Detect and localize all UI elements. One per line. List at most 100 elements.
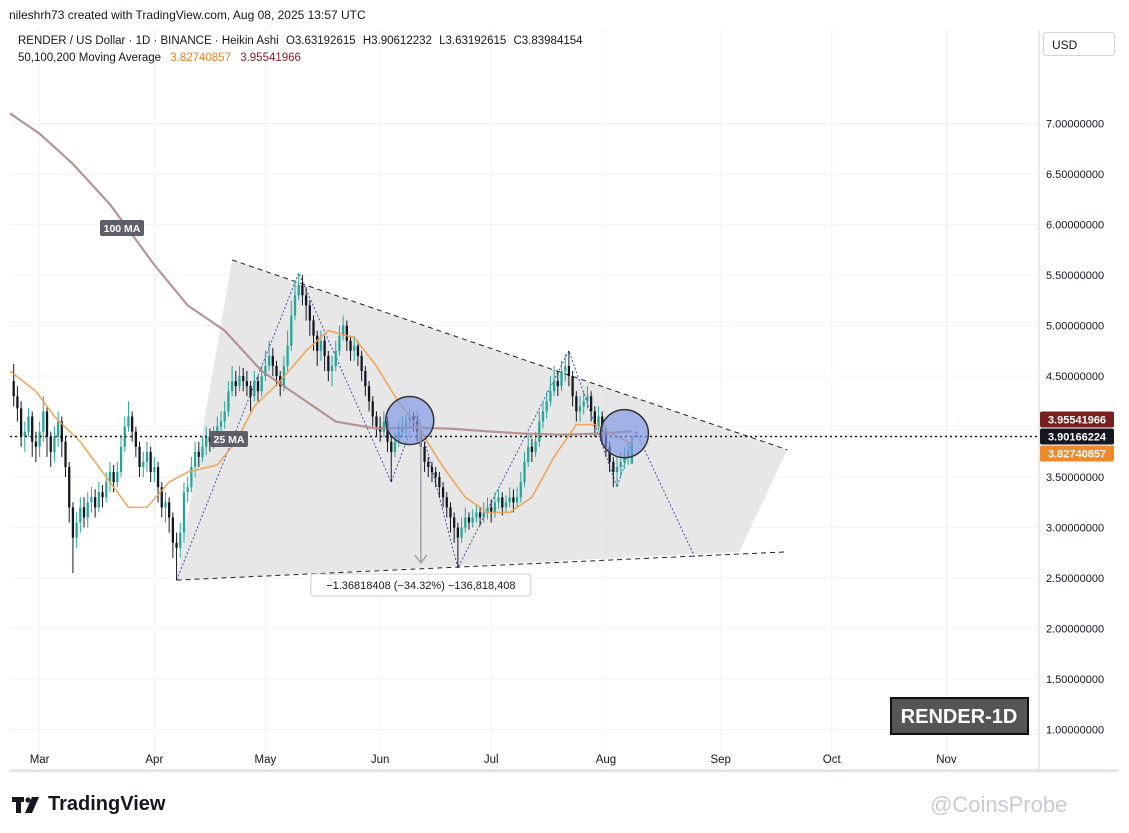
- candle: [316, 330, 319, 366]
- candle-body: [304, 295, 308, 306]
- candle: [552, 365, 556, 397]
- price-tick-label: 5.00000000: [1046, 321, 1104, 333]
- candle: [441, 482, 445, 508]
- candle: [149, 446, 152, 483]
- candle-body: [227, 391, 230, 412]
- candle-body: [471, 517, 474, 523]
- chart-label: RENDER-1D: [890, 697, 1029, 735]
- tradingview-brand[interactable]: TradingView: [12, 793, 165, 816]
- candle: [53, 426, 56, 462]
- candle-body: [334, 350, 337, 366]
- candle: [319, 330, 323, 361]
- time-tick-label: Aug: [596, 754, 616, 766]
- candle: [142, 451, 145, 478]
- candle: [179, 522, 182, 558]
- candle-body: [353, 345, 356, 351]
- candle-body: [371, 401, 374, 417]
- moving-averages: [9, 112, 633, 514]
- time-tick-label: Sep: [710, 754, 730, 766]
- candle-body: [319, 340, 323, 351]
- candle-body: [27, 416, 30, 432]
- candle-body: [367, 386, 371, 402]
- candle-body: [545, 401, 548, 412]
- candle-body: [567, 365, 571, 377]
- ma100-label-bg: [100, 220, 144, 236]
- candle-body: [597, 416, 600, 427]
- candle-body: [82, 507, 86, 518]
- candle: [527, 434, 530, 467]
- candle-body: [623, 456, 626, 462]
- candle: [549, 376, 552, 407]
- candle: [304, 287, 308, 321]
- candle-body: [160, 487, 163, 508]
- candle-body: [301, 285, 304, 296]
- price-label: 3.95541966: [1040, 411, 1114, 428]
- candle-body: [482, 512, 485, 518]
- watermark: @CoinsProbe: [930, 792, 1068, 817]
- candle: [353, 335, 356, 361]
- time-axis-bar: [10, 770, 1118, 772]
- candle-body: [123, 426, 126, 447]
- candle-body: [575, 396, 578, 412]
- candle-body: [193, 451, 197, 467]
- measure-text: −1.36818408 (−34.32%) −136,818,408: [326, 580, 515, 592]
- candle-body: [438, 477, 441, 488]
- candle: [475, 505, 478, 523]
- candle: [615, 456, 619, 488]
- candle: [42, 396, 45, 442]
- author-credit: nileshrh73 created with TradingView.com,…: [9, 8, 366, 22]
- candle: [541, 401, 545, 429]
- candle: [127, 401, 130, 432]
- symbol-title[interactable]: RENDER / US Dollar · 1D · BINANCE · Heik…: [18, 35, 279, 47]
- ma-legend[interactable]: 50,100,200 Moving Average 3.82740857 3.9…: [18, 52, 301, 64]
- candle-body: [375, 416, 378, 427]
- candle-body: [164, 502, 167, 508]
- candle-body: [275, 365, 278, 377]
- price-tick-label: 7.00000000: [1046, 119, 1104, 131]
- candle-body: [156, 466, 160, 488]
- candle-body: [464, 517, 467, 528]
- time-tick-label: Mar: [30, 754, 50, 766]
- candle: [571, 371, 574, 407]
- price-tick-label: 3.00000000: [1046, 523, 1104, 535]
- candle-body: [615, 466, 619, 473]
- candle: [264, 350, 267, 382]
- candle: [190, 456, 193, 493]
- candle-body: [38, 431, 41, 447]
- candle-body: [578, 406, 582, 412]
- candle: [367, 381, 371, 412]
- candle: [430, 461, 434, 483]
- candle-body: [619, 461, 622, 467]
- candle-body: [586, 396, 589, 402]
- candle: [512, 489, 515, 513]
- candle: [93, 489, 97, 518]
- candle: [327, 350, 330, 382]
- candle-body: [453, 517, 456, 528]
- candle-body: [386, 421, 389, 442]
- currency-button[interactable]: USD: [1043, 32, 1115, 56]
- candle-body: [230, 381, 234, 392]
- ma-fast-value: 3.82740857: [170, 52, 231, 64]
- candle-body: [219, 421, 223, 427]
- candle-body: [449, 507, 452, 518]
- candle-body: [327, 355, 330, 372]
- candle-body: [42, 411, 45, 432]
- candle-body: [512, 497, 515, 503]
- candle-body: [504, 502, 508, 508]
- open-value: O3.63192615: [285, 35, 356, 47]
- candle: [123, 416, 126, 452]
- candle: [38, 421, 41, 457]
- candle: [493, 492, 497, 518]
- candle-body: [56, 421, 60, 437]
- candle-body: [68, 466, 71, 508]
- price-tick-label: 5.50000000: [1046, 270, 1104, 282]
- candle: [186, 477, 189, 503]
- candle: [349, 335, 352, 361]
- candle: [68, 461, 71, 523]
- candle-body: [93, 497, 97, 508]
- candle-body: [549, 391, 552, 402]
- candle: [445, 492, 448, 518]
- candle: [564, 353, 567, 382]
- candle-body: [131, 416, 134, 432]
